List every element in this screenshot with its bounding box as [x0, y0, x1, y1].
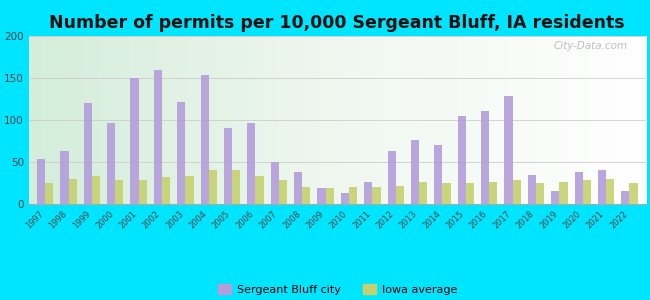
Bar [481, 111, 489, 204]
Bar [489, 182, 497, 204]
Bar [131, 78, 138, 204]
Bar [154, 70, 162, 204]
Bar [302, 187, 311, 204]
Bar [349, 187, 357, 204]
Bar [45, 183, 53, 204]
Bar [92, 176, 100, 204]
Bar [326, 188, 334, 204]
Bar [458, 116, 466, 204]
Bar [107, 123, 115, 204]
Bar [443, 183, 450, 204]
Legend: Sergeant Bluff city, Iowa average: Sergeant Bluff city, Iowa average [213, 280, 462, 299]
Title: Number of permits per 10,000 Sergeant Bluff, IA residents: Number of permits per 10,000 Sergeant Bl… [49, 14, 625, 32]
Bar [551, 190, 560, 204]
Bar [177, 101, 185, 204]
Bar [560, 182, 567, 204]
Bar [583, 181, 591, 204]
Bar [294, 172, 302, 204]
Bar [504, 96, 513, 204]
Bar [396, 185, 404, 204]
Bar [372, 187, 380, 204]
Bar [364, 182, 372, 204]
Bar [317, 188, 326, 204]
Bar [247, 123, 255, 204]
Bar [536, 183, 544, 204]
Bar [68, 179, 77, 204]
Bar [115, 181, 124, 204]
Bar [466, 183, 474, 204]
Bar [411, 140, 419, 204]
Bar [606, 179, 614, 204]
Bar [138, 180, 147, 204]
Bar [513, 180, 521, 204]
Bar [419, 182, 427, 204]
Bar [185, 176, 194, 204]
Bar [621, 190, 629, 204]
Bar [341, 193, 349, 204]
Bar [387, 151, 396, 204]
Bar [270, 162, 279, 204]
Bar [209, 170, 217, 204]
Bar [84, 103, 92, 204]
Bar [255, 176, 264, 204]
Text: City-Data.com: City-Data.com [553, 41, 627, 51]
Bar [629, 183, 638, 204]
Bar [162, 177, 170, 204]
Bar [279, 181, 287, 204]
Bar [60, 151, 68, 204]
Bar [201, 75, 209, 204]
Bar [575, 172, 583, 204]
Bar [528, 175, 536, 204]
Bar [434, 145, 443, 204]
Bar [232, 170, 240, 204]
Bar [224, 128, 232, 204]
Bar [598, 170, 606, 204]
Bar [37, 159, 45, 204]
